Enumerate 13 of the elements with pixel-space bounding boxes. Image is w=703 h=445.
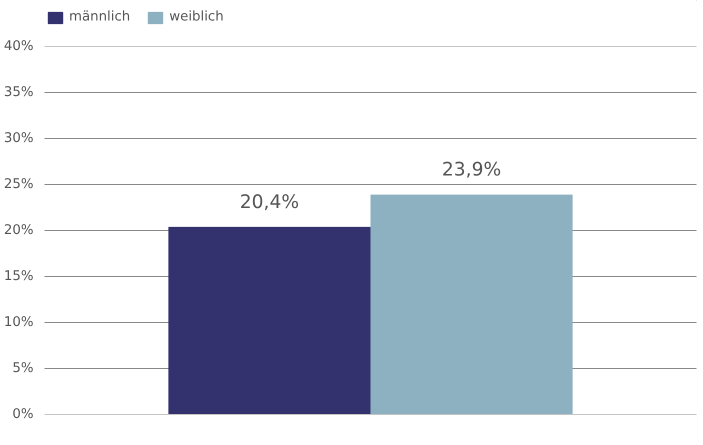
- legend-label: männlich: [69, 10, 130, 24]
- y-tick-label: 10%: [4, 315, 34, 330]
- y-tick-label: 0%: [12, 407, 34, 422]
- y-tick-label: 5%: [12, 361, 34, 376]
- data-label: 20,4%: [240, 192, 300, 213]
- y-tick-label: 20%: [4, 223, 34, 238]
- y-tick-label: 25%: [4, 177, 34, 192]
- y-tick-label: 15%: [4, 269, 34, 284]
- legend-label: weiblich: [169, 10, 224, 24]
- y-tick-label: 30%: [4, 131, 34, 146]
- data-label: 23,9%: [442, 160, 502, 181]
- y-tick-label: 35%: [4, 85, 34, 100]
- y-tick-label: 40%: [4, 39, 34, 54]
